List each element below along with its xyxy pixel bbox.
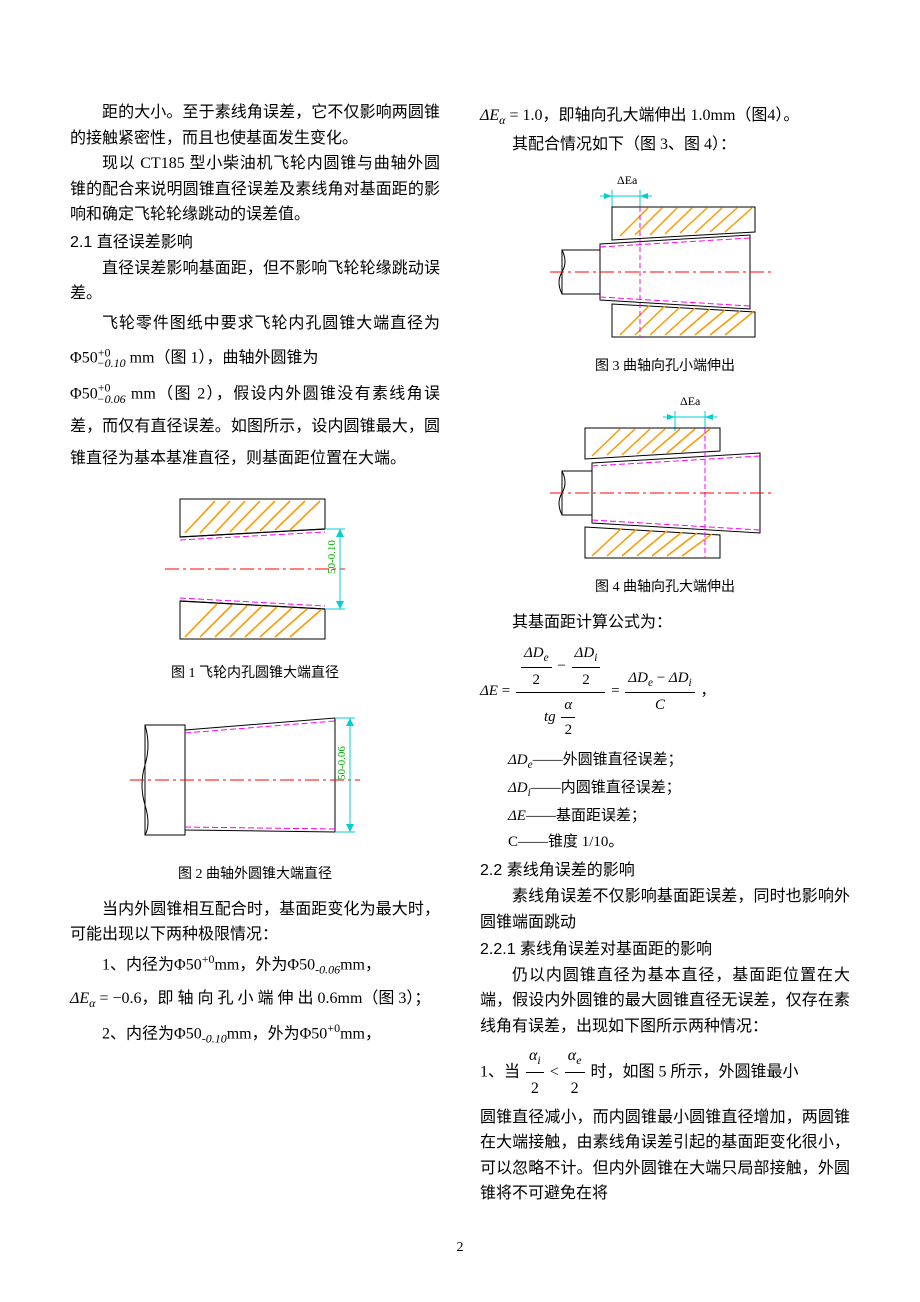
tolerance-inner: +0−0.10 bbox=[98, 350, 126, 367]
heading-2-2: 2.2 素线角误差的影响 bbox=[480, 858, 850, 884]
left-p2: 现以 CT185 型小柴油机飞轮内圆锥与曲轴外圆锥的配合来说明圆锥直径误差及素线… bbox=[70, 151, 440, 228]
fig3-delta-label: ΔEa bbox=[617, 173, 638, 187]
figure-1: 50-0.10 bbox=[70, 489, 440, 658]
text: ——外圆锥直径误差； bbox=[533, 752, 683, 768]
right-p5: 1、当 αi2 < αe2 时，如图 5 所示，外圆锥最小 bbox=[480, 1040, 850, 1105]
sym: ΔE bbox=[508, 808, 526, 824]
lt: < bbox=[550, 1063, 559, 1080]
figure-3-svg: ΔEa bbox=[550, 172, 780, 342]
text: ——内圆锥直径误差； bbox=[531, 780, 681, 796]
text: mm，外为Φ50 bbox=[227, 1025, 328, 1042]
tol: +0 bbox=[327, 1021, 340, 1035]
text: mm，外为Φ50 bbox=[214, 956, 315, 973]
left-p5: Φ50+0−0.06 mm（图 2），假设内外圆锥没有素线角误差，而仅有直径误差… bbox=[70, 376, 440, 475]
heading-2-1: 2.1 直径误差影响 bbox=[70, 230, 440, 256]
left-p9: 2、内径为Φ50-0.10mm，外为Φ50+0mm， bbox=[70, 1017, 440, 1050]
text: 距的大小。至于素线角误差，它不仅影响两圆锥的接触紧密性，而且也使基面发生变化。 bbox=[70, 104, 440, 147]
where-item: ΔDi——内圆锥直径误差； bbox=[508, 776, 850, 802]
heading-2-2-1: 2.2.1 素线角误差对基面距的影响 bbox=[480, 937, 850, 963]
text: 素线角误差不仅影响基面距误差，同时也影响外圆锥端面跳动 bbox=[480, 888, 850, 931]
text: mm（图 2），假设内外圆锥没有素线角误差，而仅有直径误差。如图所示，设内圆锥最… bbox=[70, 385, 440, 466]
text: mm（图 1），曲轴外圆锥为 bbox=[126, 350, 319, 367]
tolerance-outer: +0−0.06 bbox=[98, 385, 126, 402]
text: 2、内径为Φ50 bbox=[102, 1025, 202, 1042]
right-p1: ΔEα = 1.0，即轴向孔大端伸出 1.0mm（图4）。 bbox=[480, 100, 850, 132]
figure-4-caption: 图 4 曲轴向孔大端伸出 bbox=[480, 577, 850, 599]
text: 直径误差影响基面距，但不影响飞轮轮缘跳动误差。 bbox=[70, 260, 440, 303]
text: = −0.6，即 轴 向 孔 小 端 伸 出 0.6mm（图 3）； bbox=[95, 990, 430, 1007]
figure-1-caption: 图 1 飞轮内孔圆锥大端直径 bbox=[70, 663, 440, 685]
where-item: ΔE——基面距误差； bbox=[508, 804, 850, 828]
den: 2 bbox=[565, 1073, 585, 1105]
text: 1、当 bbox=[480, 1063, 520, 1080]
tol: -0.06 bbox=[315, 962, 340, 976]
left-column: 距的大小。至于素线角误差，它不仅影响两圆锥的接触紧密性，而且也使基面发生变化。 … bbox=[70, 100, 440, 1207]
text: ——基面距误差； bbox=[526, 808, 646, 824]
text: 其配合情况如下（图 3、图 4）： bbox=[512, 136, 736, 153]
page-number: 2 bbox=[70, 1237, 850, 1259]
sub: i bbox=[537, 1053, 540, 1067]
tol-lower: −0.06 bbox=[96, 392, 125, 406]
text: mm， bbox=[340, 956, 381, 973]
right-column: ΔEα = 1.0，即轴向孔大端伸出 1.0mm（图4）。 其配合情况如下（图 … bbox=[480, 100, 850, 1207]
left-p8: ΔEα = −0.6，即 轴 向 孔 小 端 伸 出 0.6mm（图 3）； bbox=[70, 981, 440, 1017]
text: Φ50 bbox=[70, 385, 98, 402]
text: = 1.0，即轴向孔大端伸出 1.0mm（图4）。 bbox=[505, 107, 799, 124]
left-p3: 直径误差影响基面距，但不影响飞轮轮缘跳动误差。 bbox=[70, 256, 440, 307]
tol: +0 bbox=[202, 952, 215, 966]
text: 时，如图 5 所示，外圆锥最小 bbox=[591, 1063, 799, 1080]
text: 仍以内圆锥直径为基本直径，基面距位置在大端，假设内外圆锥的最大圆锥直径无误差，仅… bbox=[480, 967, 850, 1035]
den: 2 bbox=[526, 1073, 544, 1105]
text: 其基面距计算公式为： bbox=[512, 614, 672, 631]
figure-2-svg: 50-0.06 bbox=[125, 700, 385, 850]
eq-intro: 其基面距计算公式为： bbox=[480, 610, 850, 636]
delta-E-alpha-2: ΔEα bbox=[480, 107, 505, 124]
fig2-dim-label: 50-0.06 bbox=[336, 745, 348, 779]
frac-ae: αe2 bbox=[565, 1040, 585, 1105]
text: 当内外圆锥相互配合时，基面距变化为最大时，可能出现以下两种极限情况： bbox=[70, 901, 440, 944]
figure-4: ΔEa bbox=[480, 393, 850, 572]
sub: e bbox=[576, 1053, 581, 1067]
right-p6: 圆锥直径减小，而内圆锥最小圆锥直径增加，两圆锥在大端接触，由素线角误差引起的基面… bbox=[480, 1105, 850, 1207]
figure-3: ΔEa bbox=[480, 172, 850, 351]
text: Δ bbox=[70, 990, 79, 1007]
figure-2: 50-0.06 bbox=[70, 700, 440, 859]
equation-delta-E: ΔE = ΔDe2 − ΔDi2 tg α2 = ΔDe − ΔDi C ， bbox=[480, 641, 850, 742]
left-p6: 当内外圆锥相互配合时，基面距变化为最大时，可能出现以下两种极限情况： bbox=[70, 897, 440, 948]
right-p3: 素线角误差不仅影响基面距误差，同时也影响外圆锥端面跳动 bbox=[480, 884, 850, 935]
where-item: C——锥度 1/10。 bbox=[508, 830, 850, 854]
fig4-delta-label: ΔEa bbox=[680, 394, 701, 408]
text: 现以 CT185 型小柴油机飞轮内圆锥与曲轴外圆锥的配合来说明圆锥直径误差及素线… bbox=[70, 155, 440, 223]
text: ——锥度 1/10。 bbox=[518, 834, 623, 850]
left-p7: 1、内径为Φ50+0mm，外为Φ50-0.06mm， bbox=[70, 948, 440, 981]
figure-4-svg: ΔEa bbox=[550, 393, 780, 563]
figure-2-caption: 图 2 曲轴外圆锥大端直径 bbox=[70, 864, 440, 886]
two-column-layout: 距的大小。至于素线角误差，它不仅影响两圆锥的接触紧密性，而且也使基面发生变化。 … bbox=[70, 100, 850, 1207]
sym: C bbox=[508, 834, 518, 850]
left-p1: 距的大小。至于素线角误差，它不仅影响两圆锥的接触紧密性，而且也使基面发生变化。 bbox=[70, 100, 440, 151]
text: 1、内径为Φ50 bbox=[102, 956, 202, 973]
text: 圆锥直径减小，而内圆锥最小圆锥直径增加，两圆锥在大端接触，由素线角误差引起的基面… bbox=[480, 1109, 850, 1203]
tol: -0.10 bbox=[202, 1031, 227, 1045]
right-p4: 仍以内圆锥直径为基本直径，基面距位置在大端，假设内外圆锥的最大圆锥直径无误差，仅… bbox=[480, 963, 850, 1040]
fig1-dim-label: 50-0.10 bbox=[326, 539, 338, 573]
figure-3-caption: 图 3 曲轴向孔小端伸出 bbox=[480, 356, 850, 378]
where-item: ΔDe——外圆锥直径误差； bbox=[508, 748, 850, 774]
right-p2: 其配合情况如下（图 3、图 4）： bbox=[480, 132, 850, 158]
text: mm， bbox=[340, 1025, 381, 1042]
where-list: ΔDe——外圆锥直径误差； ΔDi——内圆锥直径误差； ΔE——基面距误差； C… bbox=[508, 748, 850, 854]
figure-1-svg: 50-0.10 bbox=[145, 489, 365, 649]
left-p4: 飞轮零件图纸中要求飞轮内孔圆锥大端直径为Φ50+0−0.10 mm（图 1），曲… bbox=[70, 307, 440, 376]
frac-ai: αi2 bbox=[526, 1040, 544, 1105]
tol-lower: −0.10 bbox=[96, 356, 125, 370]
delta-E-alpha: ΔEα bbox=[70, 990, 95, 1007]
text: Δ bbox=[480, 107, 489, 124]
